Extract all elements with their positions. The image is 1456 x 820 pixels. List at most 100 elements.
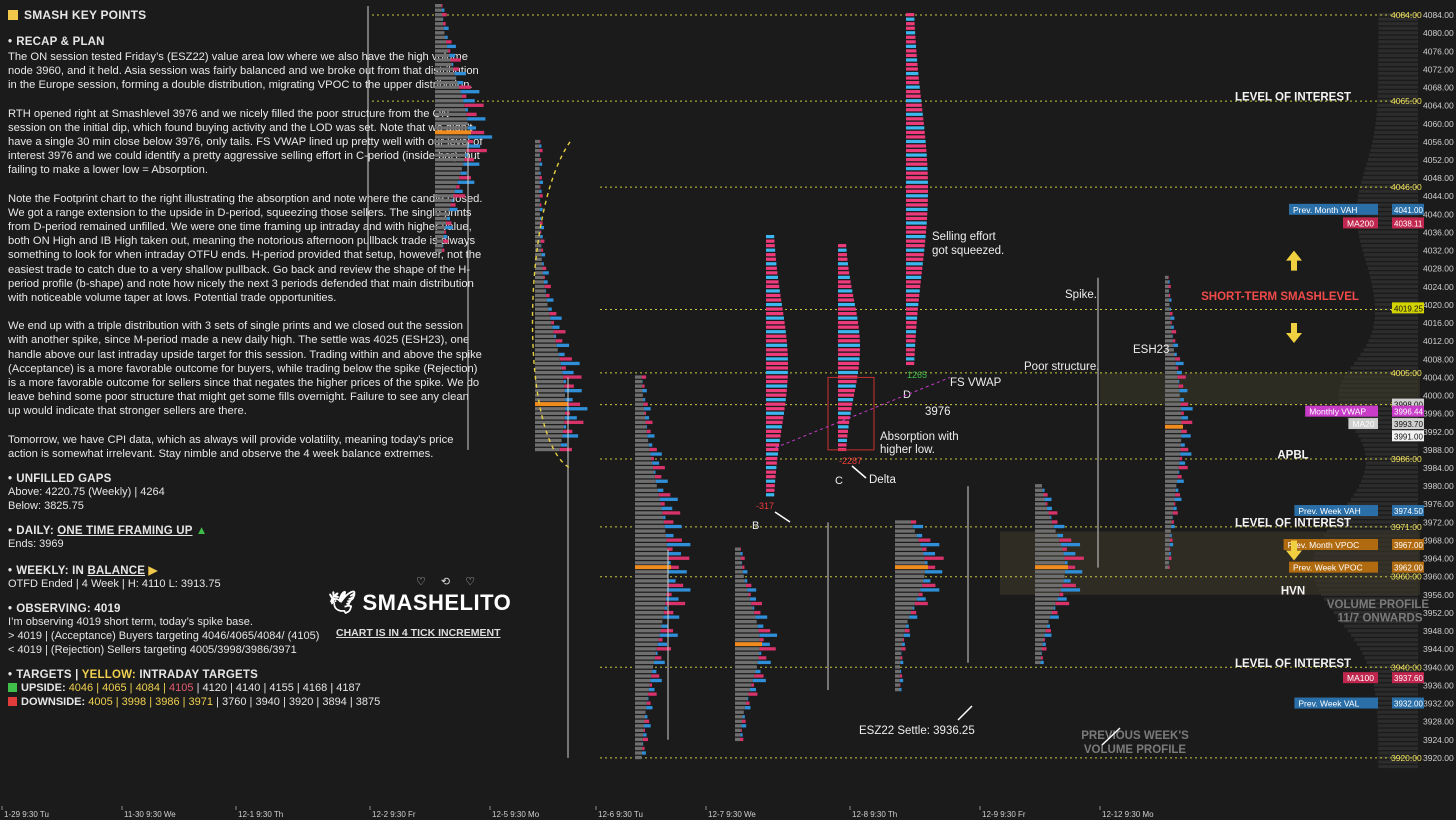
profile-bar: [1035, 583, 1063, 588]
y-tick-label: 4072.00: [1423, 64, 1454, 74]
profile-bar-delta: [666, 538, 682, 542]
profile-bar-delta: [748, 692, 758, 696]
profile-bar: [435, 103, 465, 107]
profile-bar-delta: [560, 443, 568, 447]
footprint-row: [906, 361, 915, 366]
profile-bar: [635, 728, 644, 733]
bg-volume-bar: [1357, 642, 1418, 646]
profile-bar: [735, 647, 760, 651]
bg-volume-bar: [1365, 461, 1418, 465]
bg-volume-bar: [1378, 764, 1418, 769]
profile-bar-delta: [757, 624, 764, 628]
profile-bar-delta: [541, 248, 544, 252]
profile-bar-delta: [539, 203, 542, 207]
profile-bar-delta: [1172, 334, 1173, 338]
profile-bar: [535, 398, 566, 402]
bg-volume-bar: [1367, 266, 1418, 270]
bg-volume-bar: [1378, 746, 1418, 751]
footprint-row: [906, 321, 917, 325]
profile-bar: [1165, 438, 1182, 443]
note-arrow-icon: [1101, 727, 1121, 746]
profile-bar-delta: [563, 425, 567, 429]
daily-ends: Ends: 3969: [8, 538, 64, 551]
x-tick-label: 12-9 9:30 Fr: [982, 810, 1026, 819]
profile-bar-delta: [540, 221, 543, 225]
profile-bar: [1165, 429, 1182, 434]
profile-poc: [435, 130, 471, 135]
bg-volume-bar: [1372, 330, 1418, 334]
profile-bar: [1035, 642, 1043, 646]
profile-bar: [1165, 302, 1170, 307]
bg-volume-bar: [1370, 334, 1418, 338]
bg-volume-bar: [1358, 434, 1418, 438]
profile-bar: [735, 547, 741, 551]
profile-bar: [1035, 484, 1042, 488]
price-tag-value: 3996.44: [1394, 408, 1423, 417]
footprint-row: [906, 257, 924, 261]
profile-bar: [1165, 543, 1170, 547]
profile-bar: [535, 370, 563, 375]
footprint-row: [838, 271, 850, 275]
profile-bar-delta: [1173, 506, 1177, 511]
footprint-row: [906, 357, 915, 361]
x-tick-label: 12-1 9:30 Th: [238, 810, 283, 819]
profile-bar-delta: [442, 17, 444, 21]
profile-bar: [1165, 293, 1169, 298]
profile-bar: [1165, 325, 1172, 329]
footprint-delta: -2287: [839, 456, 862, 466]
profile-bar: [1035, 538, 1060, 542]
profile-bar-delta: [468, 130, 485, 135]
profile-bar: [1165, 361, 1176, 366]
y-tick-label: 4080.00: [1423, 28, 1454, 38]
profile-bar-delta: [460, 171, 467, 175]
profile-bar-delta: [562, 370, 574, 375]
profile-bar: [435, 167, 462, 171]
footprint-row: [766, 280, 779, 284]
footprint-row: [766, 262, 777, 266]
profile-bar: [895, 552, 924, 556]
y-tick-label: 4008.00: [1423, 354, 1454, 364]
x-tick-label: 12-5 9:30 Mo: [492, 810, 540, 819]
profile-bar: [895, 547, 923, 551]
profile-bar: [1165, 407, 1181, 411]
profile-bar-delta: [467, 117, 486, 121]
profile-bar-delta: [564, 389, 582, 393]
bg-volume-bar: [1372, 139, 1418, 144]
profile-bar-delta: [899, 669, 902, 674]
profile-bar: [635, 552, 668, 556]
y-tick-label: 4064.00: [1423, 101, 1454, 111]
profile-bar: [1035, 488, 1043, 492]
profile-bar-delta: [1179, 456, 1183, 461]
bg-volume-bar: [1365, 466, 1418, 470]
gaps-above: Above: 4220.75 (Weekly) | 4264: [8, 486, 165, 499]
bg-volume-bar: [1378, 58, 1418, 62]
profile-bar: [535, 416, 565, 420]
profile-bar: [895, 574, 925, 579]
profile-bar: [895, 669, 900, 674]
footprint-row: [838, 407, 852, 411]
footprint-row: [906, 108, 923, 112]
level-label: 4046.00: [1391, 182, 1422, 192]
profile-bar-delta: [542, 262, 544, 266]
footprint-row: [766, 302, 782, 307]
profile-bar: [635, 425, 647, 429]
profile-bar-delta: [545, 293, 550, 298]
profile-bar: [635, 665, 654, 669]
profile-bar-delta: [1173, 502, 1176, 506]
price-tag-value: 4038.11: [1394, 219, 1423, 228]
profile-bar-delta: [1057, 597, 1067, 601]
bg-volume-bar: [1346, 416, 1418, 420]
profile-bar: [635, 479, 656, 483]
profile-bar: [1165, 379, 1179, 384]
level-annotation: LEVEL OF INTEREST: [1235, 658, 1351, 670]
profile-bar-delta: [442, 248, 445, 252]
yellow-down-arrow-icon: [1286, 540, 1302, 561]
profile-bar-delta: [912, 606, 915, 610]
profile-bar: [635, 547, 668, 551]
profile-poc: [1035, 565, 1068, 570]
bg-volume-bar: [1350, 633, 1418, 637]
profile-bar-delta: [647, 697, 649, 701]
bg-volume-bar: [1361, 244, 1418, 248]
y-tick-label: 3928.00: [1423, 717, 1454, 727]
profile-bar: [1035, 638, 1044, 642]
